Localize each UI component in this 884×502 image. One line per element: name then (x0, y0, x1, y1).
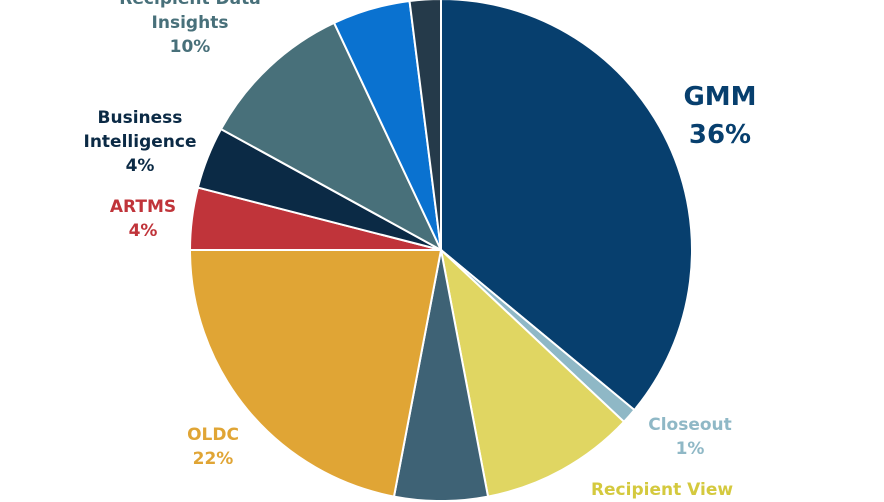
pie-slice (440, 0, 693, 412)
slice-label: Recipient View (552, 478, 772, 502)
value-label: 4% (128, 221, 158, 241)
value-label: 4% (125, 156, 155, 176)
slice-label: Recipient Data Insights 10% (115, 0, 265, 59)
pie-slice (188, 249, 443, 498)
value-label: 1% (675, 439, 705, 459)
pie-slice (408, 0, 442, 251)
category-label: GMM (683, 82, 757, 112)
category-label: OLDC (187, 425, 239, 445)
pie-slice (219, 21, 444, 253)
category-label: Recipient Data Insights (119, 0, 260, 33)
category-label: ARTMS (109, 197, 177, 217)
category-label: Recipient View (590, 480, 734, 500)
category-label: Closeout (648, 415, 732, 435)
category-label: Business Intelligence (83, 108, 197, 152)
value-label: 10% (169, 37, 211, 57)
slice-label: Business Intelligence 4% (80, 106, 200, 178)
pie-slice (439, 247, 626, 498)
slice-label: Closeout 1% (590, 413, 790, 461)
slice-label: OLDC 22% (113, 423, 313, 471)
slice-label: GMM 36% (620, 78, 820, 154)
value-label: 22% (192, 449, 234, 469)
slice-label: ARTMS 4% (43, 195, 243, 243)
value-label: 36% (688, 120, 752, 150)
